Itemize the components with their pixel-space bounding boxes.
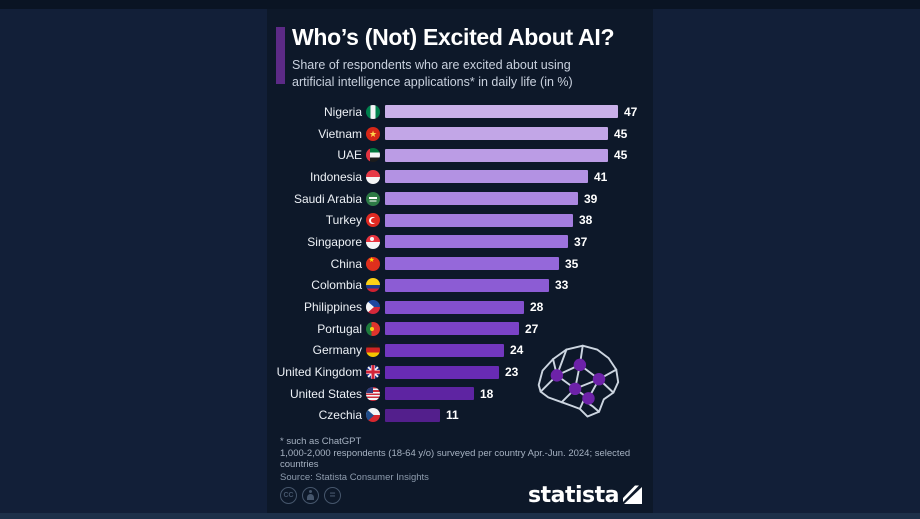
table-row: Indonesia 41	[276, 166, 646, 188]
no-derivatives-icon[interactable]: =	[324, 486, 341, 504]
country-label: Germany	[312, 343, 362, 358]
country-label: Colombia	[311, 278, 362, 293]
country-label: Czechia	[318, 408, 362, 423]
country-label: Philippines	[303, 300, 362, 315]
chart-subtitle: Share of respondents who are excited abo…	[292, 57, 642, 91]
country-label: Vietnam	[318, 126, 362, 141]
bar	[385, 170, 588, 184]
bar	[385, 192, 578, 206]
subtitle-line-2: artificial intelligence applications* in…	[292, 75, 573, 89]
flag-china-icon	[366, 256, 380, 271]
value-label: 45	[614, 148, 628, 163]
value-label: 41	[594, 169, 608, 184]
footnotes: * such as ChatGPT 1,000-2,000 respondent…	[280, 436, 650, 483]
license-icons[interactable]: CC =	[280, 486, 341, 504]
bar	[385, 322, 519, 336]
statista-wordmark: statista	[528, 482, 619, 508]
country-label: Saudi Arabia	[293, 191, 362, 206]
bar	[385, 300, 524, 314]
bar	[385, 343, 504, 357]
table-row: Vietnam 45	[276, 123, 646, 145]
table-row: Colombia 33	[276, 275, 646, 297]
flag-uae-icon	[366, 148, 380, 163]
table-row: United States 18	[276, 383, 646, 405]
window-top-edge	[0, 0, 920, 9]
footnote-asterisk: * such as ChatGPT	[280, 436, 362, 447]
brain-network-icon	[537, 344, 620, 418]
value-label: 37	[574, 234, 588, 249]
value-label: 47	[624, 104, 638, 119]
table-row: Germany 24	[276, 340, 646, 362]
person-head	[308, 489, 313, 493]
table-row: Portugal 27	[276, 318, 646, 340]
flag-portugal-icon	[366, 321, 380, 336]
table-row: United Kingdom 23	[276, 361, 646, 383]
flag-indonesia-icon	[366, 169, 380, 184]
footer-bar: CC = statista	[280, 478, 644, 512]
value-label: 11	[446, 408, 459, 423]
footnote-source: Source: Statista Consumer Insights	[280, 471, 429, 483]
country-label: UAE	[337, 148, 362, 163]
country-label: Portugal	[317, 321, 362, 336]
bar	[385, 408, 440, 422]
flag-saudi-arabia-icon	[366, 191, 380, 206]
infographic-panel: Who’s (Not) Excited About AI? Share of r…	[267, 9, 653, 513]
value-label: 23	[505, 365, 519, 380]
value-label: 33	[555, 278, 569, 293]
bar	[385, 105, 618, 119]
country-label: Singapore	[307, 234, 362, 249]
bar	[385, 387, 474, 401]
country-label: Indonesia	[309, 169, 362, 184]
bar	[385, 235, 568, 249]
flag-uk-icon	[366, 365, 380, 380]
bar	[385, 257, 559, 271]
attribution-person-icon[interactable]	[302, 486, 319, 504]
bar	[385, 278, 549, 292]
value-label: 38	[579, 213, 593, 228]
country-label: United Kingdom	[276, 365, 362, 380]
table-row: Nigeria 47	[276, 101, 646, 123]
statista-logo[interactable]: statista	[528, 483, 644, 508]
bar	[385, 148, 608, 162]
table-row: Singapore 37	[276, 231, 646, 253]
table-row: Turkey 38	[276, 209, 646, 231]
bar	[385, 365, 499, 379]
value-label: 39	[584, 191, 598, 206]
value-label: 27	[525, 321, 539, 336]
person-body	[307, 493, 314, 500]
flag-us-icon	[366, 386, 380, 401]
country-label: United States	[289, 386, 362, 401]
table-row: China 35	[276, 253, 646, 275]
flag-turkey-icon	[366, 213, 380, 228]
statista-logo-mark	[623, 485, 642, 504]
title-accent-bar	[276, 27, 285, 84]
table-row: Czechia 11	[276, 405, 646, 427]
value-label: 35	[565, 256, 579, 271]
flag-germany-icon	[366, 343, 380, 358]
bar-chart: Nigeria 47 Vietnam 45 UAE 45 Indonesia 41 Saudi …	[276, 101, 646, 426]
page-title: Who’s (Not) Excited About AI?	[292, 24, 615, 50]
flag-philippines-icon	[366, 300, 380, 315]
bar	[385, 127, 608, 141]
table-row: Saudi Arabia 39	[276, 188, 646, 210]
country-label: China	[330, 256, 362, 271]
creative-commons-icon[interactable]: CC	[280, 486, 297, 504]
table-row: UAE 45	[276, 144, 646, 166]
footnote-methodology: 1,000-2,000 respondents (18-64 y/o) surv…	[280, 447, 631, 471]
value-label: 28	[530, 300, 544, 315]
flag-colombia-icon	[366, 278, 380, 293]
flag-singapore-icon	[366, 234, 380, 249]
flag-czechia-icon	[366, 408, 380, 423]
bar	[385, 213, 573, 227]
flag-nigeria-icon	[366, 104, 380, 119]
table-row: Philippines 28	[276, 296, 646, 318]
value-label: 45	[614, 126, 628, 141]
subtitle-line-1: Share of respondents who are excited abo…	[292, 58, 571, 72]
country-label: Nigeria	[323, 104, 362, 119]
value-label: 18	[480, 386, 494, 401]
flag-vietnam-icon	[366, 126, 380, 141]
country-label: Turkey	[325, 213, 362, 228]
window-bottom-edge	[0, 513, 920, 519]
value-label: 24	[510, 343, 524, 358]
